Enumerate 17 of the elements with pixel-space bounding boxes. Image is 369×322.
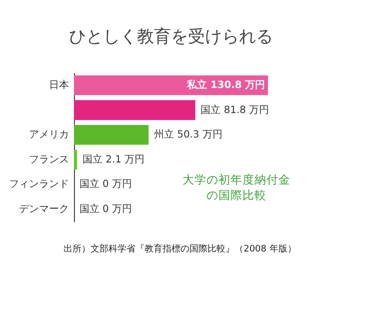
data-label: 国立 81.8 万円 bbox=[200, 104, 270, 116]
y-tick-label: フランス bbox=[29, 154, 70, 166]
y-tick-label: 日本 bbox=[49, 78, 70, 91]
data-label: 国立 2.1 万円 bbox=[82, 153, 145, 166]
data-label: 私立 130.8 万円 bbox=[186, 78, 266, 91]
bar bbox=[74, 124, 149, 145]
data-label: 国立 0 万円 bbox=[79, 178, 132, 190]
data-label: 州立 50.3 万円 bbox=[154, 128, 222, 141]
chart-title: ひとしく教育を受けられる bbox=[68, 27, 273, 48]
bar bbox=[74, 150, 78, 170]
y-tick-label: デンマーク bbox=[19, 204, 70, 216]
text: 出所）文部科学省『教育指標の国際比較』（2008 年版） bbox=[64, 243, 296, 254]
y-tick-label: フィンランド bbox=[9, 179, 70, 190]
y-tick-label: アメリカ bbox=[29, 130, 70, 141]
annotation: 大学の初年度納付金の国際比較 bbox=[182, 172, 290, 202]
data-label: 国立 0 万円 bbox=[79, 203, 132, 216]
bar bbox=[74, 100, 196, 120]
